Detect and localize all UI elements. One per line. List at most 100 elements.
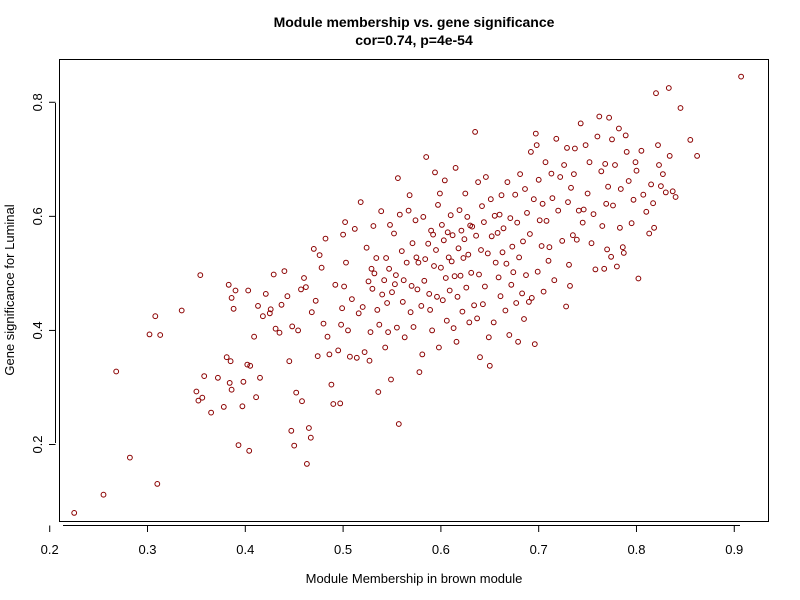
data-point — [304, 461, 310, 467]
data-point — [616, 125, 622, 132]
data-point — [408, 283, 415, 289]
data-point — [570, 232, 576, 239]
data-point — [341, 283, 348, 290]
data-point — [477, 354, 483, 361]
data-point — [610, 202, 616, 209]
data-point — [507, 215, 514, 222]
data-point — [448, 258, 455, 265]
data-point — [443, 317, 450, 324]
data-point — [468, 269, 475, 276]
data-point — [367, 329, 374, 336]
data-point — [479, 203, 485, 210]
data-point — [355, 310, 362, 317]
data-point — [407, 309, 414, 316]
y-axis-label: Gene significance for Luminal — [2, 204, 17, 375]
data-point — [565, 199, 571, 206]
data-point — [536, 217, 543, 224]
data-point — [475, 179, 482, 186]
data-point — [650, 200, 656, 207]
data-point — [197, 272, 204, 279]
data-point — [406, 192, 413, 199]
data-point — [262, 291, 269, 297]
data-point — [563, 303, 569, 310]
data-point — [328, 381, 335, 388]
x-tick-label: 0.3 — [138, 542, 156, 557]
data-point — [386, 265, 393, 272]
data-point — [410, 324, 417, 330]
data-point — [339, 305, 346, 312]
data-point — [458, 227, 465, 234]
y-tick-label: 0.6 — [30, 207, 45, 225]
data-point — [606, 114, 612, 121]
data-point — [481, 219, 487, 226]
data-point — [432, 169, 438, 176]
data-point — [625, 178, 632, 184]
data-point — [353, 354, 360, 361]
data-point — [288, 427, 295, 434]
data-point — [498, 192, 505, 199]
data-point — [648, 181, 654, 188]
data-point — [392, 281, 398, 288]
data-point — [409, 240, 416, 247]
data-point — [303, 284, 309, 291]
data-point — [487, 196, 494, 203]
data-point — [444, 229, 451, 236]
data-point — [421, 277, 428, 284]
data-point — [375, 389, 382, 395]
data-point — [464, 214, 471, 220]
data-point — [483, 174, 489, 180]
data-point — [295, 327, 302, 334]
data-point — [427, 307, 434, 313]
data-point — [384, 300, 391, 306]
data-point — [439, 222, 445, 228]
data-point — [660, 171, 666, 178]
data-point — [630, 196, 637, 203]
data-point — [687, 137, 694, 143]
data-point — [521, 316, 527, 322]
data-point — [633, 167, 640, 174]
data-point — [535, 176, 542, 183]
data-point — [568, 184, 574, 191]
data-point — [577, 120, 584, 127]
data-point — [666, 153, 673, 159]
data-point — [405, 207, 412, 214]
data-point — [499, 249, 506, 256]
data-point — [451, 273, 458, 280]
data-point — [434, 293, 440, 300]
data-point — [436, 344, 442, 351]
data-point — [584, 190, 591, 197]
data-point — [575, 207, 582, 214]
data-point — [472, 129, 479, 135]
data-point — [395, 421, 402, 427]
data-point — [623, 149, 630, 155]
data-point — [365, 278, 372, 285]
data-point — [546, 244, 553, 251]
data-point — [514, 219, 521, 226]
data-point — [601, 265, 608, 272]
data-point — [509, 243, 516, 250]
data-point — [395, 175, 401, 182]
data-point — [439, 297, 446, 304]
data-point — [653, 90, 659, 97]
data-point — [503, 260, 510, 267]
data-point — [604, 246, 610, 253]
data-point — [396, 211, 403, 218]
data-point — [441, 177, 448, 184]
data-point — [415, 259, 422, 266]
y-tick-label: 0.4 — [30, 321, 45, 339]
data-point — [548, 170, 555, 177]
data-point — [394, 324, 400, 331]
data-point — [399, 299, 406, 305]
data-point — [388, 376, 394, 383]
data-point — [612, 162, 618, 168]
data-point — [373, 255, 380, 261]
data-point — [524, 210, 530, 216]
data-point — [592, 266, 599, 273]
data-point — [245, 287, 252, 294]
data-point — [603, 200, 610, 207]
data-point — [534, 268, 541, 275]
data-point — [368, 265, 375, 272]
data-point — [126, 454, 133, 461]
data-point — [347, 353, 353, 360]
data-point — [425, 240, 432, 247]
